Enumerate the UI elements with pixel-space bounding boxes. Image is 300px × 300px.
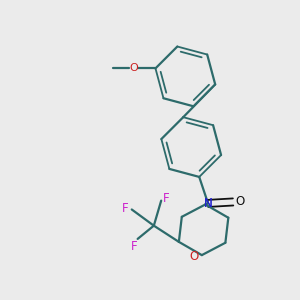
Text: O: O [189,250,198,263]
Text: N: N [204,197,212,210]
Text: O: O [129,63,138,74]
Text: N: N [204,197,212,210]
Text: F: F [163,192,170,205]
Text: F: F [131,240,137,253]
Text: O: O [235,195,244,208]
Text: F: F [122,202,129,214]
